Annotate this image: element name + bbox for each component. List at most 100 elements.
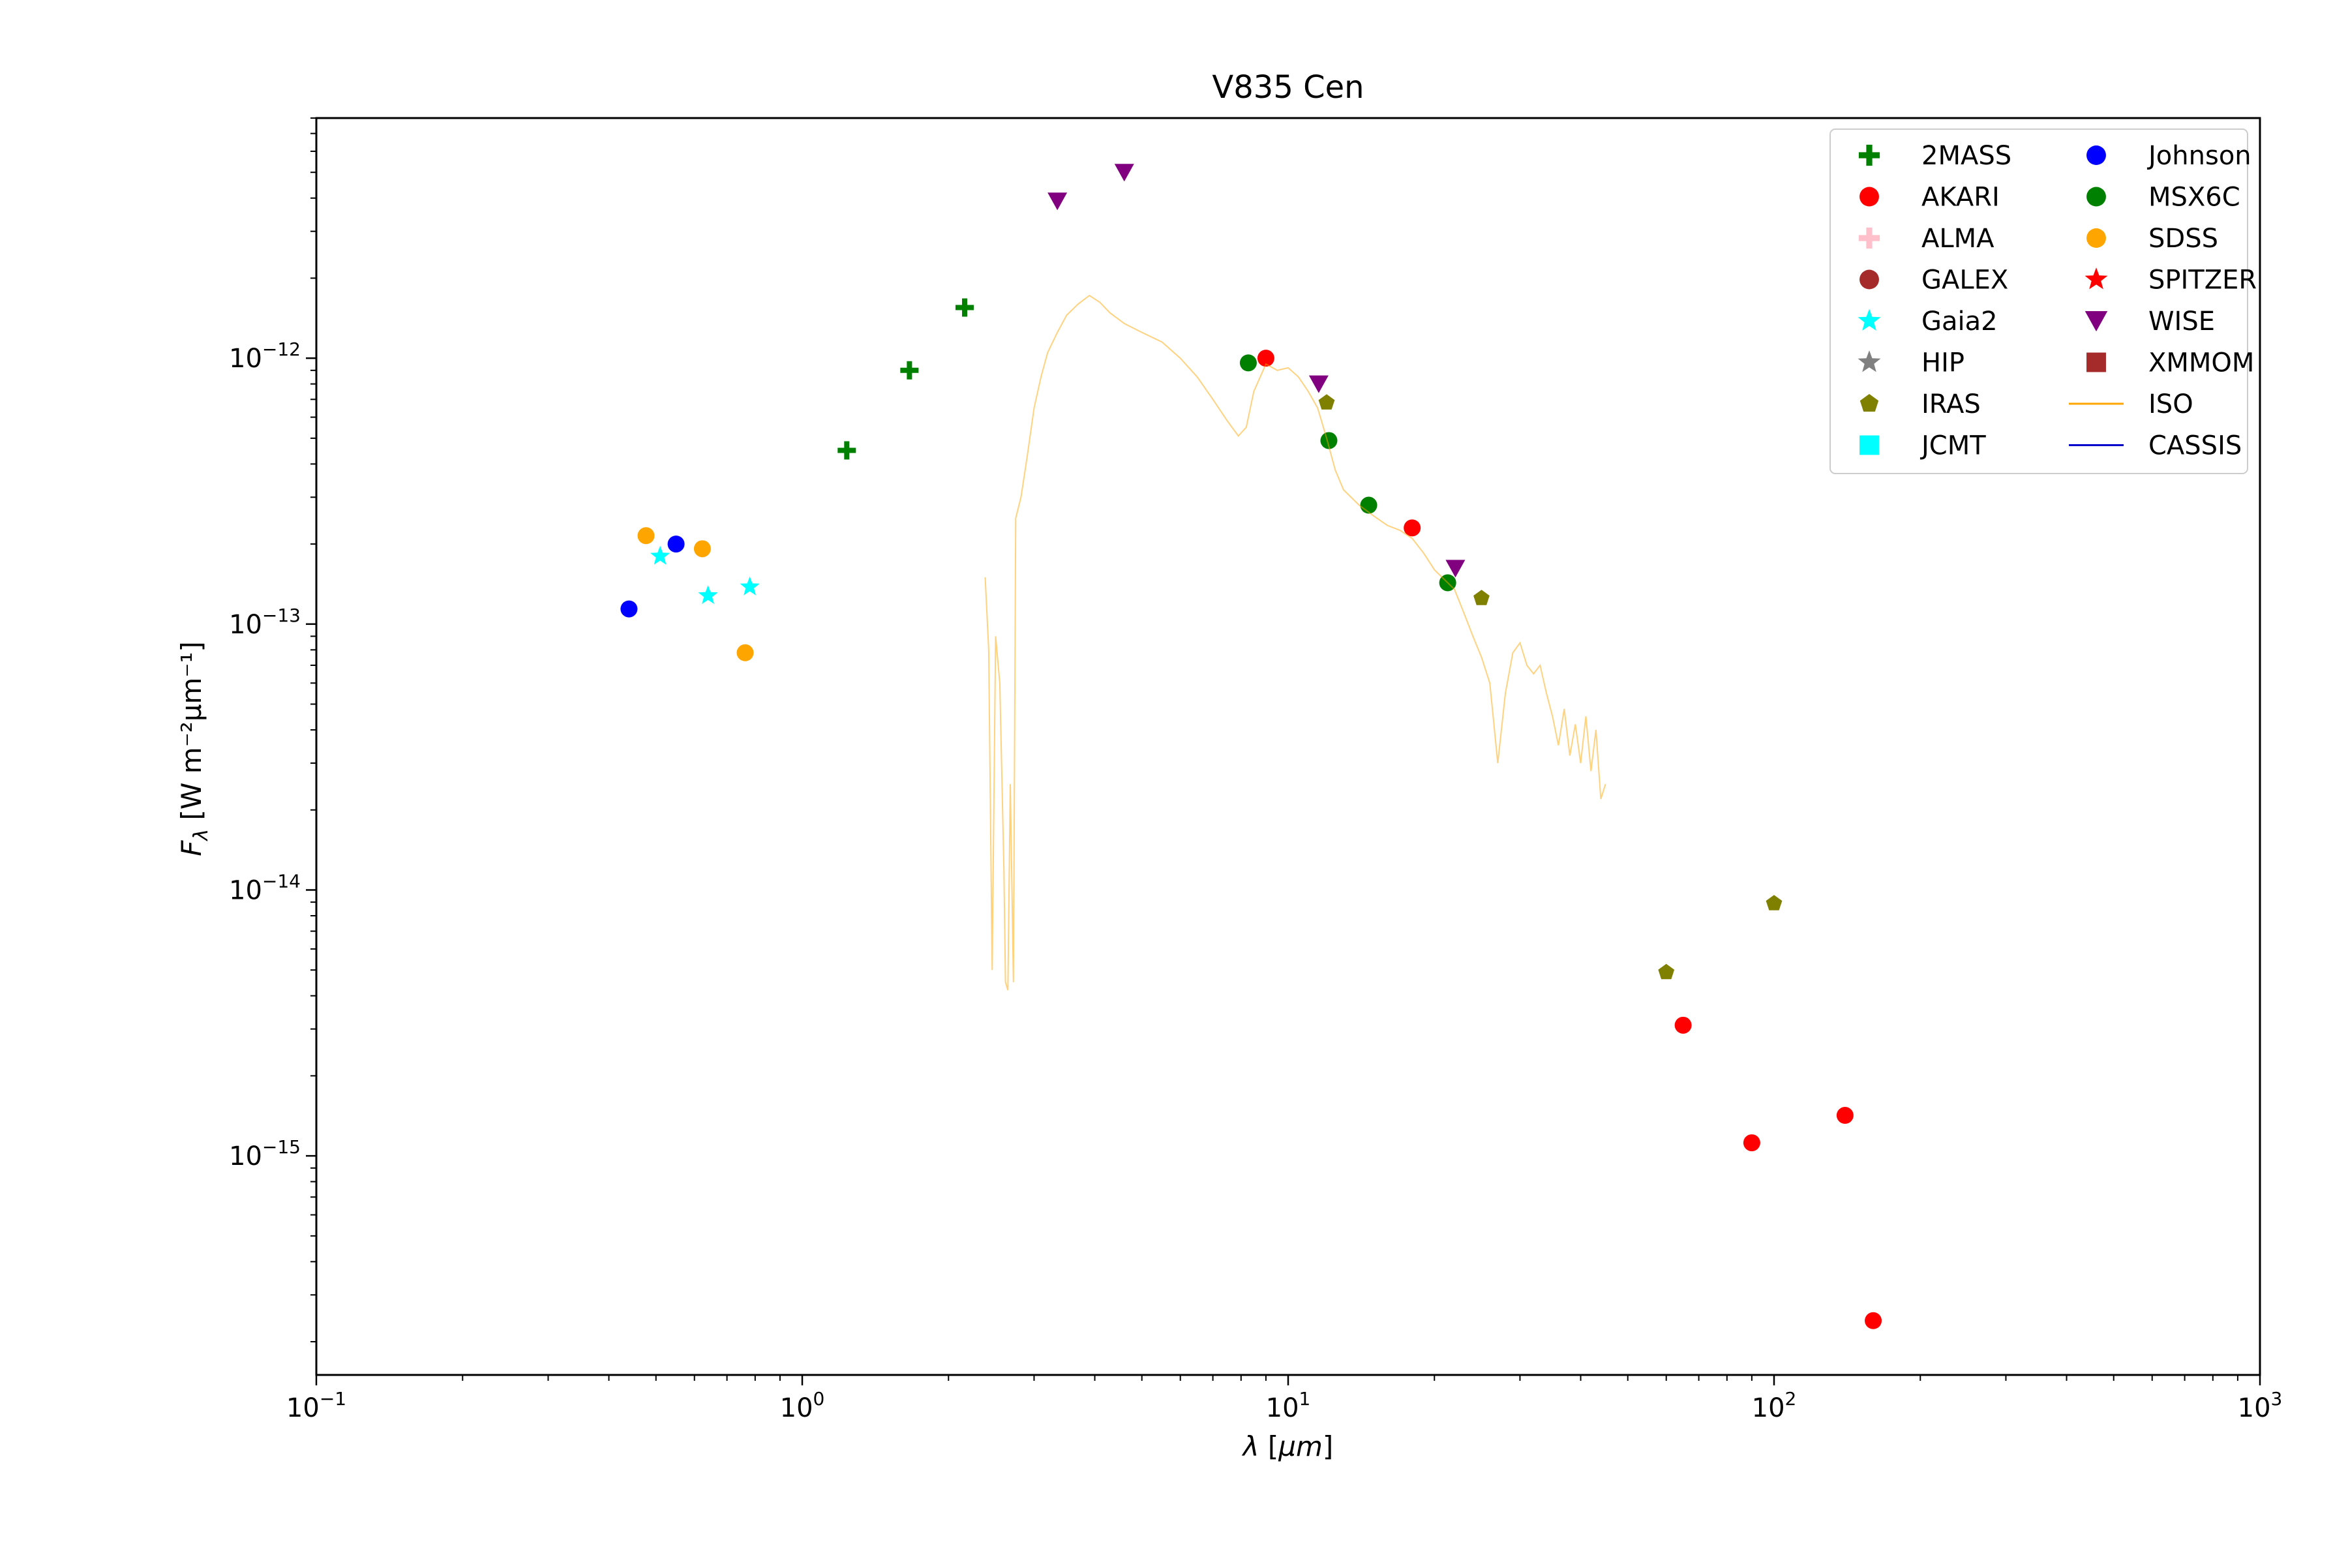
legend-label: ISO bbox=[2148, 389, 2193, 419]
data-point bbox=[1360, 496, 1377, 514]
data-point bbox=[1239, 354, 1257, 372]
legend-label: IRAS bbox=[1921, 389, 1981, 419]
legend-entry: CASSIS bbox=[2069, 431, 2242, 461]
plot-frame bbox=[315, 117, 2261, 1376]
data-point bbox=[1836, 1107, 1854, 1124]
legend-marker bbox=[1858, 309, 1881, 331]
data-point bbox=[637, 527, 655, 545]
y-axis-label: Fλ [W m⁻²μm⁻¹] bbox=[175, 641, 213, 856]
data-point bbox=[1865, 1312, 1882, 1329]
y-tick-label: 10−13 bbox=[229, 605, 301, 640]
data-point bbox=[1766, 895, 1783, 911]
y-tick-label: 10−15 bbox=[229, 1136, 301, 1171]
data-point bbox=[1445, 560, 1466, 578]
legend-marker bbox=[2086, 352, 2106, 372]
legend-marker bbox=[1858, 350, 1881, 372]
x-tick-label: 103 bbox=[2238, 1388, 2283, 1423]
x-tick-label: 100 bbox=[780, 1388, 825, 1423]
legend-marker bbox=[1859, 394, 1879, 412]
legend-marker bbox=[2085, 267, 2108, 290]
data-point bbox=[620, 600, 638, 618]
legend-label: 2MASS bbox=[1921, 141, 2011, 171]
legend-entry: Gaia2 bbox=[1858, 307, 1998, 337]
data-point bbox=[1404, 519, 1421, 537]
legend-entry: XMMOM bbox=[2086, 348, 2254, 378]
legend: 2MASS AKARI ALMA GALEX Gaia2 HIP IRAS JCMT Johns… bbox=[1829, 128, 2257, 474]
legend-marker bbox=[1859, 187, 1879, 207]
legend-marker bbox=[2086, 187, 2106, 207]
data-point bbox=[698, 585, 718, 604]
data-point bbox=[1473, 590, 1490, 605]
y-tick-label: 10−14 bbox=[229, 870, 301, 905]
data-point bbox=[650, 545, 670, 565]
legend-marker bbox=[1858, 227, 1880, 249]
chart-title: V835 Cen bbox=[1212, 69, 1364, 106]
legend-marker bbox=[2086, 228, 2106, 248]
legend-label: GALEX bbox=[1921, 265, 2008, 295]
data-point bbox=[1308, 375, 1329, 393]
legend-entry: SPITZER bbox=[2085, 265, 2257, 295]
axis-ticks: 10−1 100 101 102 103 10−15 10−14 10−13 10−12 bbox=[229, 117, 2283, 1423]
series-2mass bbox=[837, 298, 974, 460]
data-point bbox=[1047, 192, 1068, 211]
legend-label: MSX6C bbox=[2148, 183, 2240, 213]
x-tick-label: 102 bbox=[1752, 1388, 1797, 1423]
series-johnson bbox=[620, 535, 685, 618]
series-gaia2 bbox=[650, 545, 760, 604]
x-axis-label: λ [μm] bbox=[1242, 1430, 1334, 1462]
legend-entry: HIP bbox=[1858, 348, 1964, 378]
y-tick-label: 10−12 bbox=[229, 339, 301, 374]
legend-entry: GALEX bbox=[1859, 265, 2008, 295]
legend-entry: IRAS bbox=[1859, 389, 1981, 419]
legend-label: Johnson bbox=[2146, 141, 2251, 171]
data-point bbox=[740, 576, 760, 596]
legend-label: CASSIS bbox=[2148, 431, 2242, 461]
legend-label: XMMOM bbox=[2148, 348, 2254, 378]
legend-entry: SDSS bbox=[2086, 224, 2218, 254]
legend-label: JCMT bbox=[1919, 431, 1986, 461]
legend-label: SDSS bbox=[2148, 224, 2218, 254]
legend-label: SPITZER bbox=[2148, 265, 2257, 295]
data-point bbox=[1674, 1016, 1692, 1034]
legend-entry: AKARI bbox=[1859, 183, 2000, 213]
legend-entry: ISO bbox=[2069, 389, 2193, 419]
legend-marker bbox=[2086, 145, 2106, 165]
data-point bbox=[1318, 394, 1335, 410]
legend-entry: MSX6C bbox=[2086, 183, 2240, 213]
data-point bbox=[667, 535, 685, 553]
data-point bbox=[1320, 432, 1338, 449]
legend-marker bbox=[1859, 269, 1879, 290]
x-tick-label: 101 bbox=[1266, 1388, 1311, 1423]
legend-box bbox=[1829, 128, 2248, 474]
legend-entry: Johnson bbox=[2086, 141, 2251, 171]
series-iras bbox=[1318, 394, 1783, 980]
series-sdss bbox=[637, 527, 754, 661]
data-point bbox=[1257, 350, 1274, 367]
legend-marker bbox=[1859, 435, 1879, 455]
data-layer bbox=[620, 164, 1882, 1329]
data-point bbox=[1743, 1134, 1760, 1152]
x-tick-label: 10−1 bbox=[286, 1388, 346, 1423]
legend-entry: ALMA bbox=[1858, 224, 1994, 254]
data-point bbox=[956, 298, 974, 317]
data-point bbox=[900, 361, 919, 380]
series-wise bbox=[1047, 164, 1466, 578]
data-point bbox=[1658, 963, 1675, 980]
legend-entry: JCMT bbox=[1859, 431, 1986, 461]
legend-label: AKARI bbox=[1921, 183, 2000, 213]
data-point bbox=[736, 644, 754, 661]
legend-marker bbox=[2085, 311, 2108, 332]
legend-label: ALMA bbox=[1921, 224, 1994, 254]
legend-label: Gaia2 bbox=[1921, 307, 1998, 337]
legend-entry: WISE bbox=[2085, 307, 2215, 337]
data-point bbox=[1114, 164, 1134, 182]
legend-marker bbox=[1858, 144, 1880, 166]
series-akari bbox=[1257, 350, 1882, 1329]
legend-label: WISE bbox=[2148, 307, 2215, 337]
legend-entry: 2MASS bbox=[1858, 141, 2011, 171]
legend-label: HIP bbox=[1921, 348, 1964, 378]
data-point bbox=[837, 441, 856, 460]
series-line-iso bbox=[984, 294, 1606, 991]
